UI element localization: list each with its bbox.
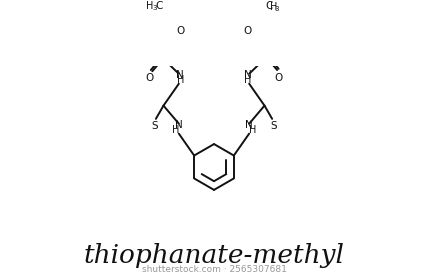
Text: N: N (175, 120, 183, 130)
Text: 3: 3 (275, 6, 279, 11)
Text: H: H (177, 75, 184, 85)
Text: O: O (176, 25, 184, 36)
Text: thiophanate-methyl: thiophanate-methyl (83, 243, 345, 268)
Text: H: H (172, 125, 179, 135)
Text: S: S (270, 122, 277, 132)
Text: N: N (245, 120, 253, 130)
Text: O: O (145, 73, 154, 83)
Text: shutterstock.com · 2565307681: shutterstock.com · 2565307681 (142, 265, 286, 274)
Text: C: C (265, 1, 272, 11)
Text: 3: 3 (152, 5, 157, 11)
Text: S: S (151, 122, 158, 132)
Text: C: C (156, 1, 163, 11)
Text: H: H (249, 125, 256, 135)
Text: H: H (244, 75, 251, 85)
Text: O: O (274, 73, 283, 83)
Text: H: H (146, 1, 153, 11)
Text: N: N (176, 70, 184, 80)
Text: H: H (270, 2, 277, 12)
Text: O: O (244, 25, 252, 36)
Text: N: N (244, 70, 252, 80)
